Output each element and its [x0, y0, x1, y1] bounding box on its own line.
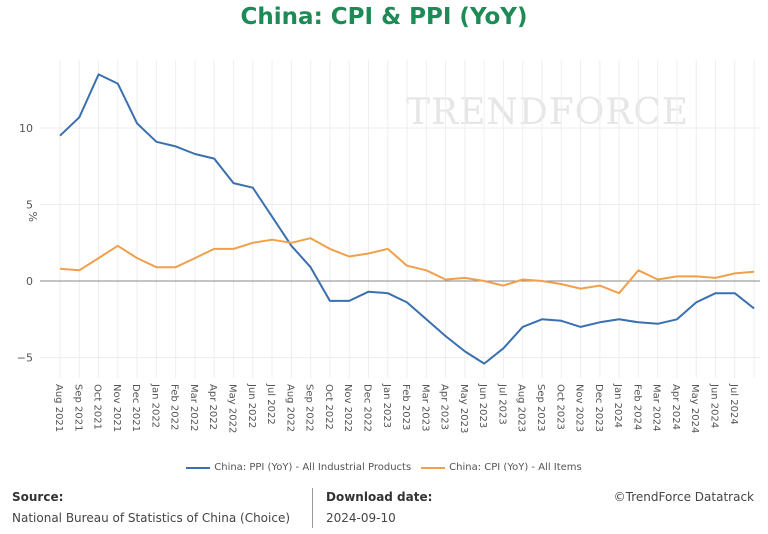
- x-tick-label: Jun 2023: [477, 383, 488, 428]
- x-tick-label: Nov 2023: [574, 384, 585, 432]
- y-tick-label: −5: [17, 352, 33, 365]
- x-tick-label: Apr 2023: [439, 384, 450, 430]
- x-tick-label: Mar 2022: [188, 384, 199, 432]
- x-tick-label: Jun 2024: [709, 383, 720, 428]
- x-tick-label: Dec 2021: [130, 384, 141, 432]
- x-tick-label: Dec 2023: [593, 384, 604, 432]
- legend-swatch-ppi: [186, 466, 211, 469]
- y-tick-label: 0: [26, 275, 33, 288]
- footer-divider: [312, 488, 313, 528]
- x-tick-label: May 2024: [689, 384, 700, 433]
- x-tick-label: Oct 2021: [92, 384, 103, 430]
- legend-label-ppi: China: PPI (YoY) - All Industrial Produc…: [214, 462, 412, 473]
- x-tick-label: Sep 2023: [535, 384, 546, 431]
- x-tick-label: Oct 2022: [323, 384, 334, 430]
- y-tick-label: 5: [26, 199, 33, 212]
- trendforce-watermark: TRENDFORCE: [406, 92, 690, 133]
- x-tick-label: May 2023: [458, 384, 469, 433]
- copyright: ©TrendForce Datatrack: [613, 490, 754, 504]
- x-tick-label: Feb 2022: [169, 384, 180, 430]
- source-value: National Bureau of Statistics of China (…: [12, 511, 291, 525]
- y-tick-label: 10: [19, 122, 33, 135]
- download-date-value: 2024-09-10: [326, 511, 396, 525]
- legend-label-cpi: China: CPI (YoY) - All Items: [449, 462, 582, 473]
- x-tick-label: Jan 2023: [381, 383, 392, 428]
- x-tick-label: Apr 2024: [670, 384, 681, 430]
- source-label: Source:: [12, 490, 64, 504]
- x-tick-label: Feb 2024: [631, 384, 642, 430]
- legend-item-ppi[interactable]: China: PPI (YoY) - All Industrial Produc…: [186, 462, 411, 473]
- x-tick-label: Oct 2023: [554, 384, 565, 430]
- x-tick-label: Sep 2022: [304, 384, 315, 431]
- x-tick-label: Apr 2022: [207, 384, 218, 430]
- x-tick-label: May 2022: [227, 384, 238, 433]
- x-tick-label: Aug 2021: [53, 384, 64, 432]
- chart-title: China: CPI & PPI (YoY): [240, 4, 528, 30]
- y-axis-title: %: [27, 212, 40, 222]
- download-date-label: Download date:: [326, 490, 433, 504]
- x-tick-label: Jan 2024: [612, 383, 623, 428]
- x-tick-label: Jul 2024: [728, 383, 739, 425]
- x-tick-label: Jul 2023: [496, 383, 507, 425]
- x-tick-label: Jun 2022: [246, 383, 257, 428]
- legend-item-cpi[interactable]: China: CPI (YoY) - All Items: [421, 462, 582, 473]
- x-tick-label: Aug 2023: [516, 384, 527, 432]
- x-tick-label: Jan 2022: [149, 383, 160, 428]
- legend-swatch-cpi: [421, 466, 446, 469]
- x-tick-label: Mar 2024: [651, 384, 662, 432]
- x-tick-label: Nov 2021: [111, 384, 122, 432]
- x-tick-label: Aug 2022: [284, 384, 295, 432]
- line-chart: −5 0 5 10% Aug 2021 Sep 2021 Oct 2021 Nov 2021 D…: [17, 60, 760, 433]
- legend: China: PPI (YoY) - All Industrial Produc…: [0, 462, 768, 473]
- x-tick-label: Feb 2023: [400, 384, 411, 430]
- x-tick-label: Dec 2022: [361, 384, 372, 432]
- x-tick-label: Sep 2021: [72, 384, 83, 431]
- x-tick-label: Jul 2022: [265, 383, 276, 425]
- x-tick-label: Nov 2022: [342, 384, 353, 432]
- x-tick-label: Mar 2023: [419, 384, 430, 432]
